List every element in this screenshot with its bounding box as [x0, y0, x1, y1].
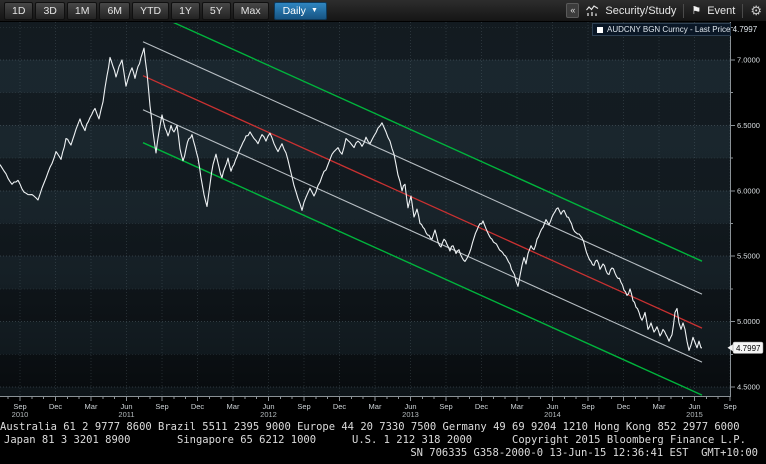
chart-toolbar: 1D 3D 1M 6M YTD 1Y 5Y Max Daily ▼ « Security/St…: [0, 0, 766, 22]
x-axis-month-label: Dec: [333, 402, 347, 411]
regression-channel: [142, 23, 703, 396]
last-price-value: 4.7997: [736, 344, 761, 353]
legend-last-price: 4.7997: [732, 25, 758, 34]
x-axis-month-label: Jun: [404, 402, 416, 411]
red-regression-line: [142, 75, 703, 329]
x-axis-month-label: Sep: [581, 402, 594, 411]
y-axis-price-label: 5.5000: [737, 252, 760, 261]
x-axis-month-label: Sep: [297, 402, 310, 411]
lower-white-channel-line: [142, 109, 703, 363]
footer-session-line: SN 706335 G358-2000-0 13-Jun-15 12:36:41…: [410, 447, 758, 459]
footer-us: U.S. 1 212 318 2000: [352, 434, 473, 446]
range-button-3d[interactable]: 3D: [35, 1, 65, 20]
x-axis-month-label: Sep: [13, 402, 26, 411]
background-band: [0, 321, 730, 355]
x-axis-year-label: 2010: [12, 410, 29, 418]
x-axis-month-label: Sep: [439, 402, 452, 411]
y-axis-price-label: 7.0000: [737, 56, 760, 65]
x-axis-year-label: 2014: [544, 410, 561, 418]
y-axis-price-label: 5.0000: [737, 317, 760, 326]
x-axis-month-label: Mar: [85, 402, 98, 411]
toolbar-separator: [742, 3, 744, 18]
footer-phone-line: Australia 61 2 9777 8600 Brazil 5511 239…: [0, 421, 740, 433]
y-axis-price-label: 4.5000: [737, 383, 760, 392]
range-button-group: 1D 3D 1M 6M YTD 1Y 5Y Max: [4, 1, 271, 20]
x-axis-month-label: Jun: [546, 402, 558, 411]
x-axis-month-label: Mar: [227, 402, 240, 411]
security-study-label: Security/Study: [605, 4, 677, 17]
legend-text: AUDCNY BGN Curncy - Last Price 4.7997: [607, 25, 758, 34]
range-button-1y[interactable]: 1Y: [171, 1, 200, 20]
y-axis-price-label: 6.5000: [737, 121, 760, 130]
x-axis-year-label: 2013: [402, 410, 419, 418]
range-button-1m[interactable]: 1M: [66, 1, 98, 20]
upper-green-channel-line: [172, 23, 703, 262]
flag-icon: ⚑: [691, 5, 702, 17]
x-axis-month-label: Mar: [511, 402, 524, 411]
background-band: [0, 256, 730, 289]
legend-swatch: [597, 26, 603, 33]
interval-label: Daily: [282, 4, 306, 17]
x-axis-month-label: Jun: [688, 402, 700, 411]
x-axis-year-label: 2011: [118, 410, 134, 418]
x-axis-month-label: Dec: [191, 402, 205, 411]
lower-green-channel-line: [142, 142, 703, 396]
range-button-5y[interactable]: 5Y: [201, 1, 231, 20]
x-axis-month-label: Dec: [475, 402, 489, 411]
range-button-6m[interactable]: 6M: [99, 1, 131, 20]
x-axis-year-label: 2015: [686, 410, 703, 418]
chevron-down-icon: ▼: [310, 7, 318, 14]
y-axis-price-label: 6.0000: [737, 186, 760, 195]
event-button[interactable]: ⚑ Event: [691, 4, 736, 18]
x-axis-month-label: Jun: [120, 402, 132, 411]
x-axis-month-label: Dec: [49, 402, 63, 411]
background-band: [0, 60, 730, 93]
footer-copyright: Copyright 2015 Bloomberg Finance L.P.: [512, 434, 746, 446]
footer-singapore: Singapore 65 6212 1000: [177, 434, 317, 446]
collapse-button[interactable]: «: [566, 3, 580, 18]
x-axis-year-label: 2012: [260, 410, 277, 418]
footer-phone-line-2: Japan 81 3 3201 8900 Singapore 65 6212 1…: [0, 434, 766, 446]
background-band: [0, 190, 730, 224]
settings-gear-icon[interactable]: ⚙: [750, 3, 762, 18]
toolbar-right-group: « Security/Study ⚑ Event ⚙: [566, 3, 762, 18]
x-axis-month-label: Jun: [262, 402, 274, 411]
x-axis-month-label: Sep: [723, 402, 736, 411]
background-band: [0, 387, 730, 396]
range-button-1d[interactable]: 1D: [4, 1, 34, 20]
x-axis-month-label: Mar: [369, 402, 382, 411]
legend-security-item[interactable]: AUDCNY BGN Curncy - Last Price 4.7997: [592, 23, 757, 36]
event-label: Event: [707, 4, 736, 17]
range-button-ytd[interactable]: YTD: [132, 1, 170, 20]
x-axis-month-label: Dec: [617, 402, 631, 411]
toolbar-separator: [683, 3, 685, 18]
upper-white-channel-line: [142, 41, 703, 295]
x-axis-month-label: Sep: [155, 402, 168, 411]
terminal-footer: Australia 61 2 9777 8600 Brazil 5511 239…: [0, 418, 766, 464]
footer-japan: Japan 81 3 3201 8900: [4, 434, 131, 446]
line-chart-icon: [586, 5, 599, 16]
interval-dropdown[interactable]: Daily ▼: [273, 1, 327, 20]
security-study-button[interactable]: Security/Study: [586, 5, 676, 17]
range-button-max[interactable]: Max: [232, 1, 269, 20]
last-price-badge: 4.7997: [727, 341, 764, 354]
x-axis-month-label: Mar: [653, 402, 666, 411]
price-line: [0, 47, 702, 351]
